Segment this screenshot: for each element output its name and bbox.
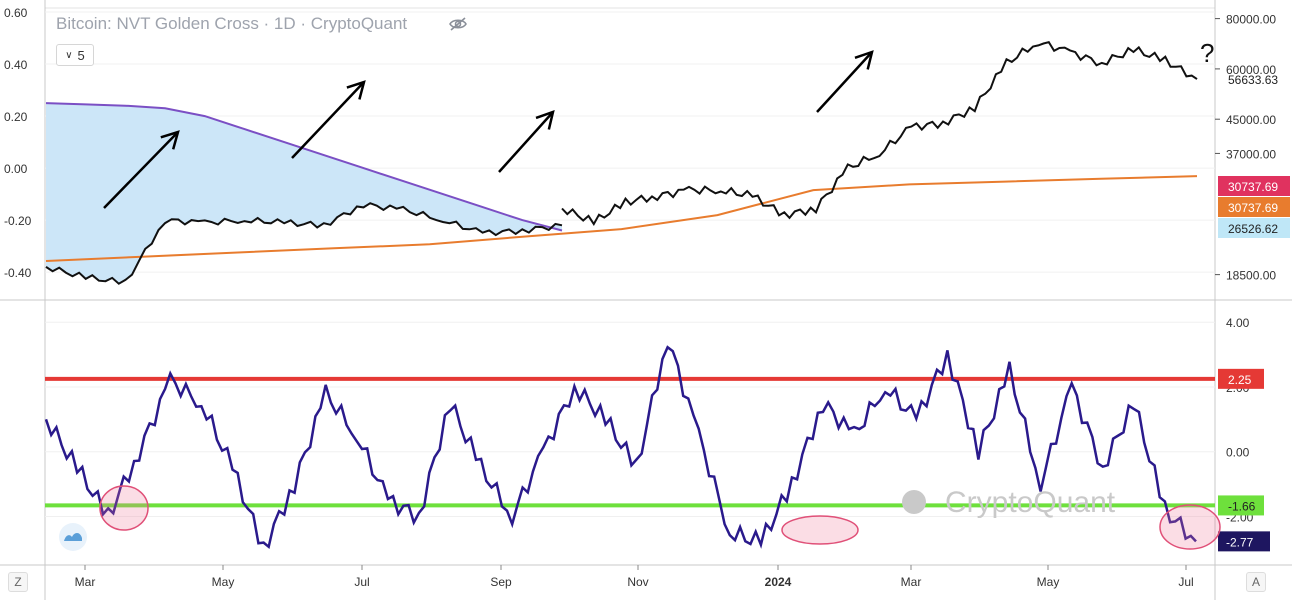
nvt-short-line [45,202,563,285]
right-axis-tick: 45000.00 [1226,113,1276,127]
auto-scale-button[interactable]: A [1246,572,1266,592]
annotation-arrow [816,51,873,113]
right-axis-tick: 18500.00 [1226,269,1276,283]
threshold-label: -1.66 [1228,499,1256,513]
price-label: 30737.69 [1228,201,1278,215]
annotation-arrow [103,131,179,209]
annotation-arrow-head [346,80,366,100]
price-label-bg [1218,197,1290,217]
zoom-button[interactable]: Z [8,572,28,592]
price-label: 30737.69 [1228,180,1278,194]
left-axis-tick: -0.40 [4,266,32,280]
x-axis-tick: Nov [627,575,648,589]
oscillator-axis-tick: 4.00 [1226,316,1250,330]
legend-collapse-button[interactable]: ∨ 5 [56,44,94,66]
left-axis-tick: 0.40 [4,58,28,72]
annotation-arrow [291,81,365,159]
visibility-icon[interactable] [448,16,468,32]
right-axis-tick: 60000.00 [1226,63,1276,77]
question-mark-annotation: ? [1200,38,1214,68]
annotation-arrow-head [535,110,555,130]
nvt-fill-area [46,103,562,284]
cryptoquant-watermark: CryptoQuant [945,486,1116,519]
tradingview-logo-icon [59,523,87,551]
left-axis-tick: 0.20 [4,110,28,124]
x-axis-tick: May [212,575,235,589]
oscillator-axis-tick: 0.00 [1226,446,1250,460]
legend-count: 5 [77,47,85,63]
highlight-circle [1159,504,1221,550]
price-label-bg [1218,176,1290,196]
right-axis-tick: 80000.00 [1226,13,1276,27]
left-axis-tick: 0.60 [4,6,28,20]
price-label: 56633.63 [1228,73,1278,87]
highlight-circle [781,515,859,545]
price-label-bg [1218,218,1290,238]
left-axis-tick: -0.20 [4,214,32,228]
threshold-label-bg [1218,495,1264,516]
x-axis-tick: Jul [354,575,369,589]
last-value-label: -2.77 [1226,535,1254,549]
x-axis-tick: Jul [1178,575,1193,589]
highlight-circle [99,485,149,531]
last-value-label-bg [1218,531,1270,552]
nvt-long-line [45,102,563,232]
price-label: 26526.62 [1228,222,1278,236]
oscillator-line [44,345,1197,550]
left-axis-tick: 0.00 [4,162,28,176]
annotation-arrow [498,111,554,173]
x-axis-tick: Sep [490,575,512,589]
annotation-arrow-head [160,130,180,150]
x-axis-tick: Mar [75,575,96,589]
threshold-label-bg [1218,368,1264,389]
chevron-down-icon: ∨ [65,49,73,61]
annotation-arrow-head [854,50,874,70]
x-axis-tick: 2024 [765,575,792,589]
x-axis-tick: Mar [901,575,922,589]
right-axis-tick: 37000.00 [1226,147,1276,161]
price-line [561,40,1198,227]
x-axis-tick: May [1037,575,1060,589]
chart-title: Bitcoin: NVT Golden Cross · 1D · CryptoQ… [56,14,408,33]
threshold-label: 2.25 [1228,373,1252,387]
moving-average-line [45,175,1198,262]
cryptoquant-logo-icon [902,490,926,514]
